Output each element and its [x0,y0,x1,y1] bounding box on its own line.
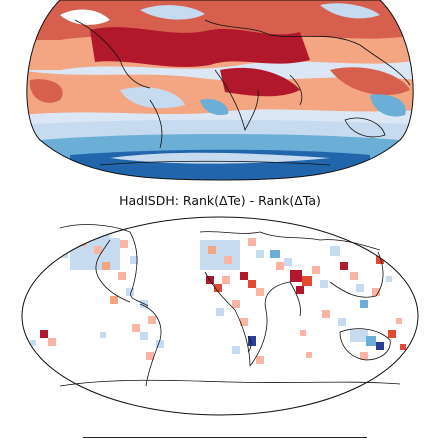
top-map-outline [26,0,414,181]
colorbar-top-edge [83,437,367,438]
bottom-panel-title: HadISDH: Rank(ΔTe) - Rank(ΔTa) [119,193,321,208]
top-map-panel [26,0,414,181]
top-map-coastlines [74,19,411,166]
bottom-map-outline [21,216,419,416]
bottom-map-panel [21,216,419,416]
bottom-map-coastlines [59,224,401,387]
top-map-field [26,0,414,180]
